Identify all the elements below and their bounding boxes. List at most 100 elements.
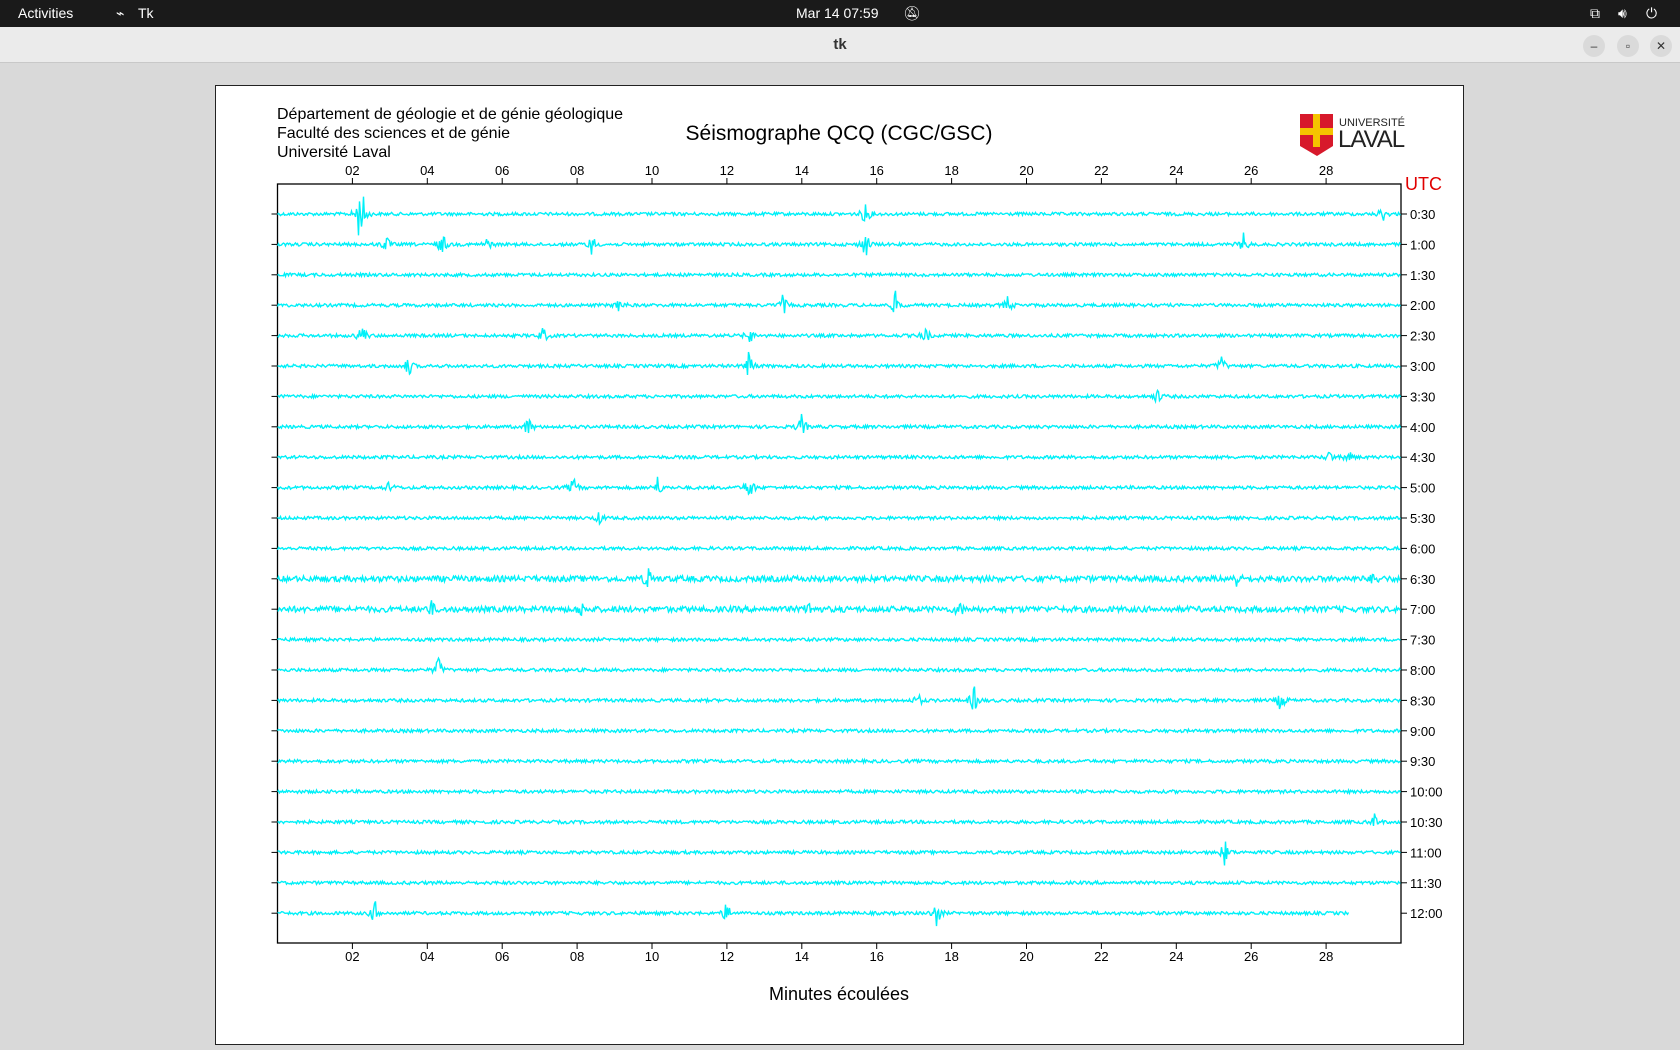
row-label-430: 4:30 (1410, 450, 1435, 465)
x-tick-label-bottom: 14 (795, 949, 809, 964)
x-tick-label-bottom: 18 (944, 949, 958, 964)
seismic-trace-830 (276, 686, 1402, 710)
x-tick-label-bottom: 08 (570, 949, 584, 964)
seismic-trace-700 (277, 600, 1402, 617)
close-button[interactable]: ✕ (1650, 35, 1672, 57)
x-tick-label-top: 18 (944, 163, 958, 178)
row-label-1130: 11:30 (1410, 876, 1442, 891)
seismic-trace-900 (276, 726, 1402, 735)
seismic-trace-230 (277, 327, 1401, 343)
crest-icon (1300, 114, 1333, 156)
x-tick-label-top: 28 (1319, 163, 1333, 178)
seismic-trace-730 (276, 635, 1401, 644)
row-label-730: 7:30 (1410, 633, 1435, 648)
header-line-faculty: Faculté des sciences et de génie (277, 125, 511, 142)
x-tick-label-bottom: 16 (869, 949, 883, 964)
row-label-330: 3:30 (1410, 389, 1435, 404)
row-label-1000: 10:00 (1410, 785, 1443, 800)
row-label-630: 6:30 (1410, 572, 1435, 587)
row-label-500: 5:00 (1410, 481, 1435, 496)
x-tick-label-bottom: 24 (1169, 949, 1183, 964)
row-label-030: 0:30 (1410, 207, 1435, 222)
x-axis-label: Minutes écoulées (768, 984, 910, 1004)
row-label-1200: 12:00 (1410, 906, 1443, 921)
header-line-dept: Département de géologie et de génie géol… (277, 106, 624, 123)
seismic-trace-500 (276, 476, 1401, 496)
notifications-off-icon: 🔕︎ (903, 5, 921, 21)
seismic-trace-1030 (277, 813, 1401, 826)
seismic-trace-1000 (276, 787, 1402, 796)
seismic-trace-800 (277, 656, 1402, 675)
x-tick-label-bottom: 28 (1319, 949, 1333, 964)
power-icon[interactable]: ⏻ (1646, 5, 1658, 21)
row-label-100: 1:00 (1410, 237, 1435, 252)
top-bar: Activities ⌁ Tk Mar 14 07:59 🔕︎ ⧉ 🔊︎ ⏻ (0, 0, 1680, 27)
row-label-930: 9:30 (1410, 754, 1435, 769)
x-tick-label-bottom: 10 (645, 949, 659, 964)
x-tick-label-top: 12 (720, 163, 734, 178)
row-label-1100: 11:00 (1410, 845, 1442, 860)
header-line-university: Université Laval (277, 144, 391, 161)
x-tick-label-bottom: 12 (720, 949, 734, 964)
clock[interactable]: Mar 14 07:59 (796, 5, 879, 21)
x-tick-label-top: 24 (1169, 163, 1183, 178)
window-titlebar: tk – ▫ ✕ (0, 27, 1680, 63)
x-tick-label-top: 08 (570, 163, 584, 178)
x-tick-label-top: 16 (869, 163, 883, 178)
app-icon: ⌁ (116, 5, 125, 21)
x-tick-label-top: 10 (645, 163, 659, 178)
x-tick-label-top: 06 (495, 163, 509, 178)
x-tick-label-top: 04 (420, 163, 434, 178)
seismic-trace-130 (277, 271, 1401, 279)
row-label-830: 8:30 (1410, 693, 1435, 708)
seismic-trace-1130 (276, 879, 1401, 887)
seismic-trace-030 (276, 196, 1402, 236)
logo-text-laval: LAVAL (1338, 126, 1405, 153)
row-label-1030: 10:30 (1410, 815, 1443, 830)
seismic-trace-530 (276, 512, 1402, 526)
seismic-trace-930 (277, 757, 1401, 766)
seismic-trace-430 (276, 451, 1402, 463)
row-label-800: 8:00 (1410, 663, 1435, 678)
seismic-trace-100 (276, 232, 1402, 256)
seismic-trace-400 (277, 413, 1402, 434)
x-tick-label-bottom: 22 (1094, 949, 1108, 964)
minimize-button[interactable]: – (1583, 35, 1605, 57)
x-tick-label-bottom: 06 (495, 949, 509, 964)
row-label-400: 4:00 (1410, 420, 1435, 435)
row-label-900: 9:00 (1410, 724, 1435, 739)
row-label-200: 2:00 (1410, 298, 1435, 313)
row-label-700: 7:00 (1410, 602, 1435, 617)
x-tick-label-top: 20 (1019, 163, 1033, 178)
x-tick-label-top: 14 (795, 163, 809, 178)
university-logo: UNIVERSITÉ LAVAL (1299, 113, 1405, 157)
volume-icon[interactable]: 🔊︎ (1618, 5, 1627, 21)
maximize-button[interactable]: ▫ (1617, 35, 1639, 57)
app-menu[interactable]: Tk (138, 5, 154, 21)
x-tick-label-bottom: 26 (1244, 949, 1258, 964)
x-tick-label-top: 26 (1244, 163, 1258, 178)
seismic-trace-630 (276, 568, 1401, 588)
plot-frame (276, 183, 1402, 944)
activities-button[interactable]: Activities (18, 5, 74, 21)
seismic-trace-600 (276, 544, 1401, 553)
seismic-trace-200 (276, 290, 1402, 314)
logo-text-universite: UNIVERSITÉ (1339, 117, 1406, 129)
seismic-trace-300 (277, 351, 1401, 376)
row-label-600: 6:00 (1410, 541, 1435, 556)
x-tick-label-bottom: 20 (1019, 949, 1033, 964)
row-label-130: 1:30 (1410, 268, 1435, 283)
seismic-trace-1200 (277, 901, 1350, 927)
window-title: tk (833, 36, 847, 53)
row-label-300: 3:00 (1410, 359, 1435, 374)
network-icon[interactable]: ⧉ (1590, 5, 1600, 21)
utc-label: UTC (1405, 174, 1442, 194)
x-tick-label-top: 02 (345, 163, 359, 178)
row-label-530: 5:30 (1410, 511, 1435, 526)
x-tick-label-bottom: 04 (420, 949, 434, 964)
row-label-230: 2:30 (1410, 329, 1435, 344)
x-tick-label-bottom: 02 (345, 949, 359, 964)
seismic-trace-1100 (277, 841, 1401, 866)
seismic-trace-330 (277, 388, 1402, 405)
